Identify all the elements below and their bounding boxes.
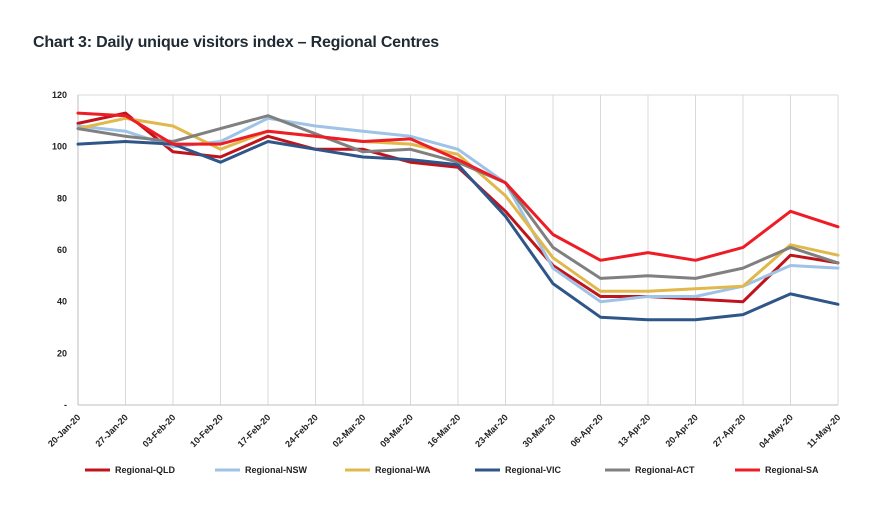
series-line-regional-sa	[76, 111, 840, 262]
chart-title: Chart 3: Daily unique visitors index – R…	[33, 34, 439, 51]
x-tick-label: 09-Mar-20	[378, 412, 415, 449]
x-tick-label: 27-Apr-20	[711, 412, 747, 448]
grid-lines	[77, 94, 839, 405]
x-tick-label: 24-Feb-20	[283, 412, 320, 449]
x-tick-label: 06-Apr-20	[568, 412, 604, 448]
axes	[77, 95, 838, 406]
legend-label: Regional-WA	[375, 465, 431, 475]
y-tick-label: 40	[57, 297, 67, 307]
y-tick-label: 120	[52, 90, 67, 100]
series-lines	[76, 111, 840, 322]
series-line-regional-wa	[76, 116, 840, 293]
x-tick-label: 03-Feb-20	[141, 412, 178, 449]
series-line-regional-act	[76, 114, 840, 280]
x-tick-label: 10-Feb-20	[188, 412, 225, 449]
y-tick-label: -	[64, 400, 67, 410]
x-tick-label: 04-May-20	[757, 412, 795, 450]
x-tick-label: 27-Jan-20	[93, 412, 129, 448]
legend-label: Regional-QLD	[115, 465, 175, 475]
legend-label: Regional-ACT	[635, 465, 695, 475]
x-tick-label: 11-May-20	[805, 412, 842, 449]
x-tick-label: 16-Mar-20	[426, 412, 463, 449]
y-tick-label: 60	[57, 245, 67, 255]
x-tick-label: 20-Jan-20	[46, 412, 82, 448]
x-tick-label: 23-Mar-20	[473, 412, 510, 449]
legend-label: Regional-NSW	[245, 465, 308, 475]
x-tick-label: 02-Mar-20	[331, 412, 368, 449]
x-axis-ticks: 20-Jan-20 27-Jan-20 03-Feb-20 10-Feb-20 17-F…	[46, 412, 842, 450]
x-tick-label: 13-Apr-20	[616, 412, 652, 448]
y-axis-ticks: - 20 40 60 80 100 120	[52, 90, 67, 410]
y-tick-label: 20	[57, 348, 67, 358]
x-tick-label: 30-Mar-20	[521, 412, 558, 449]
legend: Regional-QLD Regional-NSW Regional-WA Regio…	[85, 465, 819, 475]
y-tick-label: 100	[52, 142, 67, 152]
legend-label: Regional-SA	[765, 465, 819, 475]
y-tick-label: 80	[57, 193, 67, 203]
x-tick-label: 17-Feb-20	[236, 412, 273, 449]
x-tick-label: 20-Apr-20	[663, 412, 699, 448]
legend-label: Regional-VIC	[505, 465, 562, 475]
series-line-regional-vic	[76, 140, 840, 322]
